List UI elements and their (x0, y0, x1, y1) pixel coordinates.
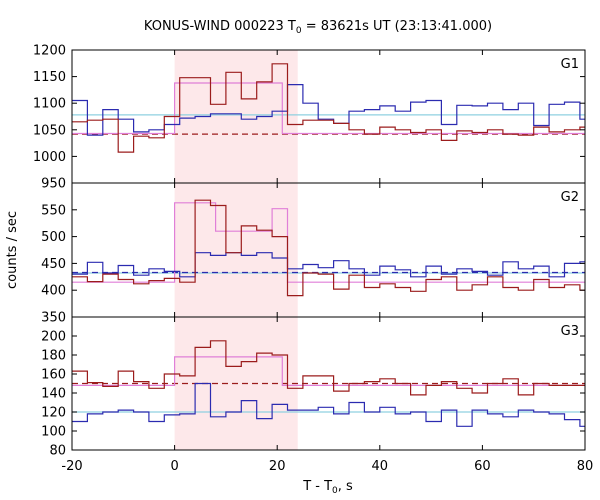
x-tick-label: 40 (372, 459, 389, 474)
title-subscript: 0 (296, 26, 302, 36)
pink-step-series (72, 356, 585, 386)
y-tick-label: 450 (41, 257, 66, 272)
y-tick-label: 500 (41, 230, 66, 245)
y-tick-label: 200 (41, 330, 66, 345)
y-tick-label: 950 (41, 177, 66, 192)
red-step-series (72, 63, 585, 153)
panel-frame (71, 49, 586, 184)
pink-step-series (72, 82, 585, 135)
panel-name: G3 (561, 324, 579, 339)
y-tick-label: 140 (41, 387, 66, 402)
panel-g2: 350 400 450 500 550 G2 (41, 182, 586, 326)
y-tick-label: 1000 (33, 150, 66, 165)
blue-step-series (72, 252, 585, 278)
y-tick-label: 1100 (33, 97, 66, 112)
y-tick-label: 80 (49, 444, 66, 459)
blue-step-series (72, 83, 585, 136)
x-tick-label: 20 (269, 459, 286, 474)
x-tick-label: 80 (577, 459, 594, 474)
x-tick-label: 60 (474, 459, 491, 474)
y-tick-label: 1200 (33, 44, 66, 59)
x-label-part: , s (338, 479, 353, 494)
y-axis-label: counts / sec (5, 211, 20, 289)
x-label-subscript: 0 (332, 486, 338, 496)
y-tick-label: 1150 (33, 70, 66, 85)
panels: 95010001050110011501200G1350400450500550… (33, 44, 593, 475)
panel-frame (71, 316, 586, 451)
blue-step-series (72, 382, 585, 427)
plot-area (72, 63, 585, 153)
y-tick-label: 1050 (33, 123, 66, 138)
y-tick-label: 350 (41, 311, 66, 326)
plot-area (72, 340, 585, 427)
plot-area (72, 199, 585, 297)
shaded-interval (174, 50, 298, 183)
panel-g3: 80 100 120 140 160 180 200 -20 0 20 40 60 80 G3 (41, 316, 594, 474)
y-tick-label: 550 (41, 203, 66, 218)
y-tick-label: 400 (41, 284, 66, 299)
x-axis-label: T - T0, s (302, 479, 353, 496)
x-tick-label: 0 (170, 459, 178, 474)
chart-title: KONUS-WIND 000223 T0 = 83621s UT (23:13:… (144, 19, 492, 36)
x-tick-label: -20 (61, 459, 82, 474)
panel-frame (71, 182, 586, 318)
title-part: KONUS-WIND 000223 T (144, 19, 296, 34)
red-step-series (72, 199, 585, 297)
title-part: = 83621s UT (23:13:41.000) (302, 19, 492, 34)
red-step-series (72, 340, 585, 396)
y-tick-label: 120 (41, 406, 66, 421)
y-tick-label: 180 (41, 349, 66, 364)
y-tick-label: 100 (41, 425, 66, 440)
x-label-part: T - T (302, 479, 332, 494)
y-tick-label: 160 (41, 368, 66, 383)
panel-g1: 950 1000 1050 1100 1150 1200 G1 (33, 44, 586, 192)
panel-name: G1 (561, 57, 579, 72)
panel-name: G2 (561, 190, 579, 205)
